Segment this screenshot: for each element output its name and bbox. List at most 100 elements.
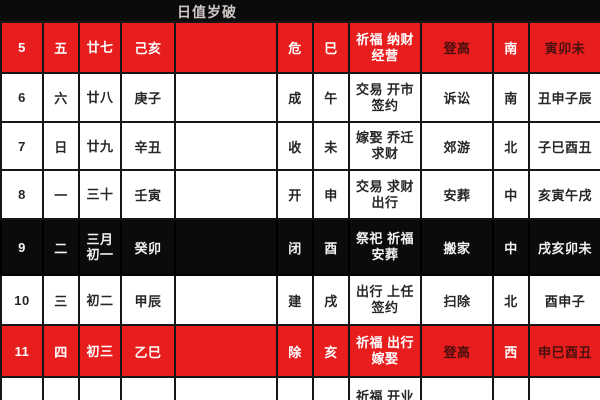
suitable-cell: 出行 上任 签约 bbox=[348, 274, 422, 326]
date-cell: 11 bbox=[0, 324, 44, 378]
jianchu-cell: 危 bbox=[276, 21, 314, 74]
lunar-date-cell: 三月 初一 bbox=[78, 218, 122, 276]
jianchu-cell: 建 bbox=[276, 274, 314, 326]
jianchu-cell: 收 bbox=[276, 121, 314, 171]
almanac-row[interactable]: 8 一 三十 壬寅 开 申 交易 求财 出行 安葬 中 亥寅午戌 bbox=[0, 169, 600, 220]
avoid-cell: 登高 bbox=[420, 324, 494, 378]
jianchu-cell: 开 bbox=[276, 169, 314, 220]
direction-cell: 南 bbox=[492, 21, 530, 74]
lunar-line1: 廿八 bbox=[86, 90, 114, 105]
weekday-cell: 四 bbox=[42, 324, 80, 378]
note-cell bbox=[174, 376, 278, 400]
suitable-cell: 祈福 出行 嫁娶 bbox=[348, 324, 422, 378]
hour-branch-cell: 亥 bbox=[312, 324, 350, 378]
weekday-cell: 五 bbox=[42, 21, 80, 74]
lucky-hours-cell: 戌亥卯未 bbox=[528, 218, 600, 276]
direction-cell: 中 bbox=[492, 218, 530, 276]
lunar-line1: 三月 bbox=[86, 232, 114, 247]
direction-cell: 北 bbox=[492, 121, 530, 171]
lunar-line1: 三十 bbox=[86, 187, 114, 202]
lucky-hours-cell: 申巳酉丑 bbox=[528, 324, 600, 378]
lucky-hours-cell bbox=[528, 376, 600, 400]
weekday-cell: 六 bbox=[42, 72, 80, 123]
weekday-cell bbox=[42, 376, 80, 400]
suitable-cell: 交易 开市 签约 bbox=[348, 72, 422, 123]
avoid-cell: 郊游 bbox=[420, 121, 494, 171]
weekday-cell: 日 bbox=[42, 121, 80, 171]
lunar-line1: 廿七 bbox=[86, 40, 114, 55]
suitable-cell: 祭祀 祈福 安葬 bbox=[348, 218, 422, 276]
hour-branch-cell: 戌 bbox=[312, 274, 350, 326]
jianchu-cell: 闭 bbox=[276, 218, 314, 276]
lunar-date-cell: 三十 bbox=[78, 169, 122, 220]
almanac-row[interactable]: 9 二 三月 初一 癸卯 闭 酉 祭祀 祈福 安葬 搬家 中 戌亥卯未 bbox=[0, 218, 600, 276]
almanac-row[interactable]: 7 日 廿九 辛丑 收 未 嫁娶 乔迁 求财 郊游 北 子巳酉丑 bbox=[0, 121, 600, 171]
jianchu-cell: 除 bbox=[276, 324, 314, 378]
lunar-line1: 廿九 bbox=[86, 138, 114, 154]
almanac-table: 5 五 廿七 己亥 危 巳 祈福 纳财 经营 登高 南 寅卯未 6 六 廿八 庚子… bbox=[0, 21, 600, 400]
jianchu-cell: 成 bbox=[276, 72, 314, 123]
date-cell bbox=[0, 376, 44, 400]
suitable-cell: 祈福 开业 bbox=[348, 376, 422, 400]
suitable-line1: 嫁娶 乔迁 bbox=[355, 130, 415, 145]
lucky-hours-cell: 寅卯未 bbox=[528, 21, 600, 74]
suitable-line1: 交易 求财 bbox=[355, 178, 415, 194]
note-cell bbox=[174, 324, 278, 378]
note-cell bbox=[174, 218, 278, 276]
date-cell: 6 bbox=[0, 72, 44, 123]
note-cell bbox=[174, 169, 278, 220]
ganzhi-cell: 庚子 bbox=[120, 72, 176, 123]
almanac-row[interactable]: 5 五 廿七 己亥 危 巳 祈福 纳财 经营 登高 南 寅卯未 bbox=[0, 21, 600, 74]
almanac-row[interactable]: 祈福 开业 bbox=[0, 376, 600, 400]
lunar-line1: 初二 bbox=[86, 292, 114, 308]
avoid-cell: 登高 bbox=[420, 21, 494, 74]
lucky-hours-cell: 丑申子辰 bbox=[528, 72, 600, 123]
lunar-date-cell bbox=[78, 376, 122, 400]
avoid-cell: 安葬 bbox=[420, 169, 494, 220]
suitable-line2: 安葬 bbox=[371, 247, 399, 262]
weekday-cell: 二 bbox=[42, 218, 80, 276]
direction-cell bbox=[492, 376, 530, 400]
suitable-line1: 祈福 出行 bbox=[355, 335, 415, 350]
ganzhi-cell: 辛丑 bbox=[120, 121, 176, 171]
lunar-date-cell: 廿九 bbox=[78, 121, 122, 171]
lunar-date-cell: 廿七 bbox=[78, 21, 122, 74]
avoid-cell: 搬家 bbox=[420, 218, 494, 276]
almanac-row[interactable]: 10 三 初二 甲辰 建 戌 出行 上任 签约 扫除 北 酉申子 bbox=[0, 274, 600, 326]
hour-branch-cell: 未 bbox=[312, 121, 350, 171]
weekday-cell: 一 bbox=[42, 169, 80, 220]
note-cell bbox=[174, 21, 278, 74]
lucky-hours-cell: 子巳酉丑 bbox=[528, 121, 600, 171]
suitable-line1: 祈福 纳财 bbox=[355, 31, 415, 47]
suitable-line2: 签约 bbox=[371, 97, 399, 113]
lunar-line2: 初一 bbox=[86, 247, 114, 262]
suitable-line2: 求财 bbox=[371, 146, 399, 161]
direction-cell: 中 bbox=[492, 169, 530, 220]
day-clash-label: 日值岁破 bbox=[177, 4, 237, 20]
almanac-row[interactable]: 6 六 廿八 庚子 成 午 交易 开市 签约 诉讼 南 丑申子辰 bbox=[0, 72, 600, 123]
suitable-cell: 祈福 纳财 经营 bbox=[348, 21, 422, 74]
ganzhi-cell bbox=[120, 376, 176, 400]
ganzhi-cell: 癸卯 bbox=[120, 218, 176, 276]
suitable-line1: 交易 开市 bbox=[355, 81, 415, 97]
lunar-date-cell: 初三 bbox=[78, 324, 122, 378]
ganzhi-cell: 乙巳 bbox=[120, 324, 176, 378]
lunar-date-cell: 初二 bbox=[78, 274, 122, 326]
suitable-line2: 经营 bbox=[371, 47, 399, 63]
date-cell: 5 bbox=[0, 21, 44, 74]
date-cell: 8 bbox=[0, 169, 44, 220]
hour-branch-cell bbox=[312, 376, 350, 400]
date-cell: 7 bbox=[0, 121, 44, 171]
ganzhi-cell: 己亥 bbox=[120, 21, 176, 74]
direction-cell: 北 bbox=[492, 274, 530, 326]
almanac-row[interactable]: 11 四 初三 乙巳 除 亥 祈福 出行 嫁娶 登高 西 申巳酉丑 bbox=[0, 324, 600, 378]
hour-branch-cell: 申 bbox=[312, 169, 350, 220]
suitable-cell: 嫁娶 乔迁 求财 bbox=[348, 121, 422, 171]
suitable-line1: 祭祀 祈福 bbox=[355, 231, 415, 246]
suitable-line1: 出行 上任 bbox=[355, 284, 415, 299]
note-cell bbox=[174, 274, 278, 326]
lucky-hours-cell: 亥寅午戌 bbox=[528, 169, 600, 220]
jianchu-cell bbox=[276, 376, 314, 400]
suitable-line2: 出行 bbox=[371, 194, 399, 210]
suitable-cell: 交易 求财 出行 bbox=[348, 169, 422, 220]
